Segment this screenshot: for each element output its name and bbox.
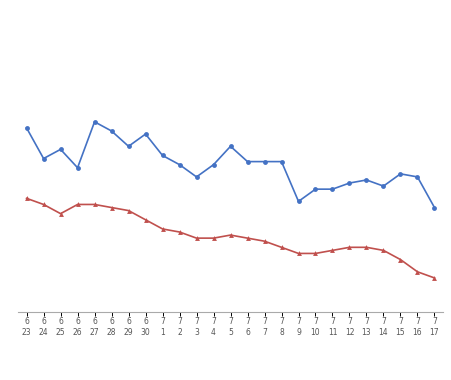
レギュラー看板価格(円/L) (193, 175, 199, 179)
レギュラー実売価格(円/L) (380, 248, 385, 253)
レギュラー看板価格(円/L) (346, 181, 351, 185)
レギュラー実売価格(円/L) (92, 202, 97, 207)
Line: レギュラー実売価格(円/L): レギュラー実売価格(円/L) (24, 196, 436, 280)
レギュラー実売価格(円/L) (431, 276, 436, 280)
レギュラー看板価格(円/L) (227, 144, 233, 149)
レギュラー実売価格(円/L) (278, 245, 284, 250)
レギュラー看板価格(円/L) (75, 165, 80, 170)
レギュラー実売価格(円/L) (312, 251, 318, 256)
レギュラー看板価格(円/L) (312, 187, 318, 192)
レギュラー看板価格(円/L) (295, 199, 300, 204)
レギュラー実売価格(円/L) (329, 248, 335, 253)
レギュラー看板価格(円/L) (244, 159, 250, 164)
レギュラー実売価格(円/L) (295, 251, 300, 256)
Line: レギュラー看板価格(円/L): レギュラー看板価格(円/L) (24, 119, 436, 210)
レギュラー看板価格(円/L) (261, 159, 267, 164)
レギュラー看板価格(円/L) (24, 126, 29, 130)
レギュラー看板価格(円/L) (143, 132, 148, 136)
レギュラー看板価格(円/L) (278, 159, 284, 164)
レギュラー実売価格(円/L) (193, 236, 199, 241)
レギュラー看板価格(円/L) (92, 120, 97, 124)
レギュラー看板価格(円/L) (176, 162, 182, 167)
レギュラー実売価格(円/L) (176, 230, 182, 234)
レギュラー実売価格(円/L) (109, 205, 114, 210)
レギュラー実売価格(円/L) (75, 202, 80, 207)
レギュラー実売価格(円/L) (397, 257, 402, 262)
レギュラー実売価格(円/L) (125, 208, 131, 213)
レギュラー看板価格(円/L) (363, 178, 368, 182)
レギュラー看板価格(円/L) (210, 162, 216, 167)
レギュラー実売価格(円/L) (414, 269, 419, 274)
レギュラー看板価格(円/L) (431, 205, 436, 210)
レギュラー看板価格(円/L) (125, 144, 131, 149)
レギュラー実売価格(円/L) (24, 196, 29, 201)
レギュラー看板価格(円/L) (414, 175, 419, 179)
レギュラー実売価格(円/L) (363, 245, 368, 250)
レギュラー看板価格(円/L) (41, 156, 46, 161)
レギュラー実売価格(円/L) (227, 233, 233, 238)
レギュラー実売価格(円/L) (143, 217, 148, 222)
レギュラー実売価格(円/L) (346, 245, 351, 250)
レギュラー実売価格(円/L) (210, 236, 216, 241)
レギュラー実売価格(円/L) (244, 236, 250, 241)
レギュラー実売価格(円/L) (160, 226, 165, 231)
レギュラー看板価格(円/L) (160, 153, 165, 158)
レギュラー看板価格(円/L) (109, 129, 114, 133)
レギュラー看板価格(円/L) (58, 147, 63, 152)
レギュラー実売価格(円/L) (41, 202, 46, 207)
レギュラー看板価格(円/L) (397, 171, 402, 176)
レギュラー看板価格(円/L) (329, 187, 335, 192)
レギュラー実売価格(円/L) (261, 239, 267, 244)
レギュラー実売価格(円/L) (58, 211, 63, 216)
レギュラー看板価格(円/L) (380, 184, 385, 188)
